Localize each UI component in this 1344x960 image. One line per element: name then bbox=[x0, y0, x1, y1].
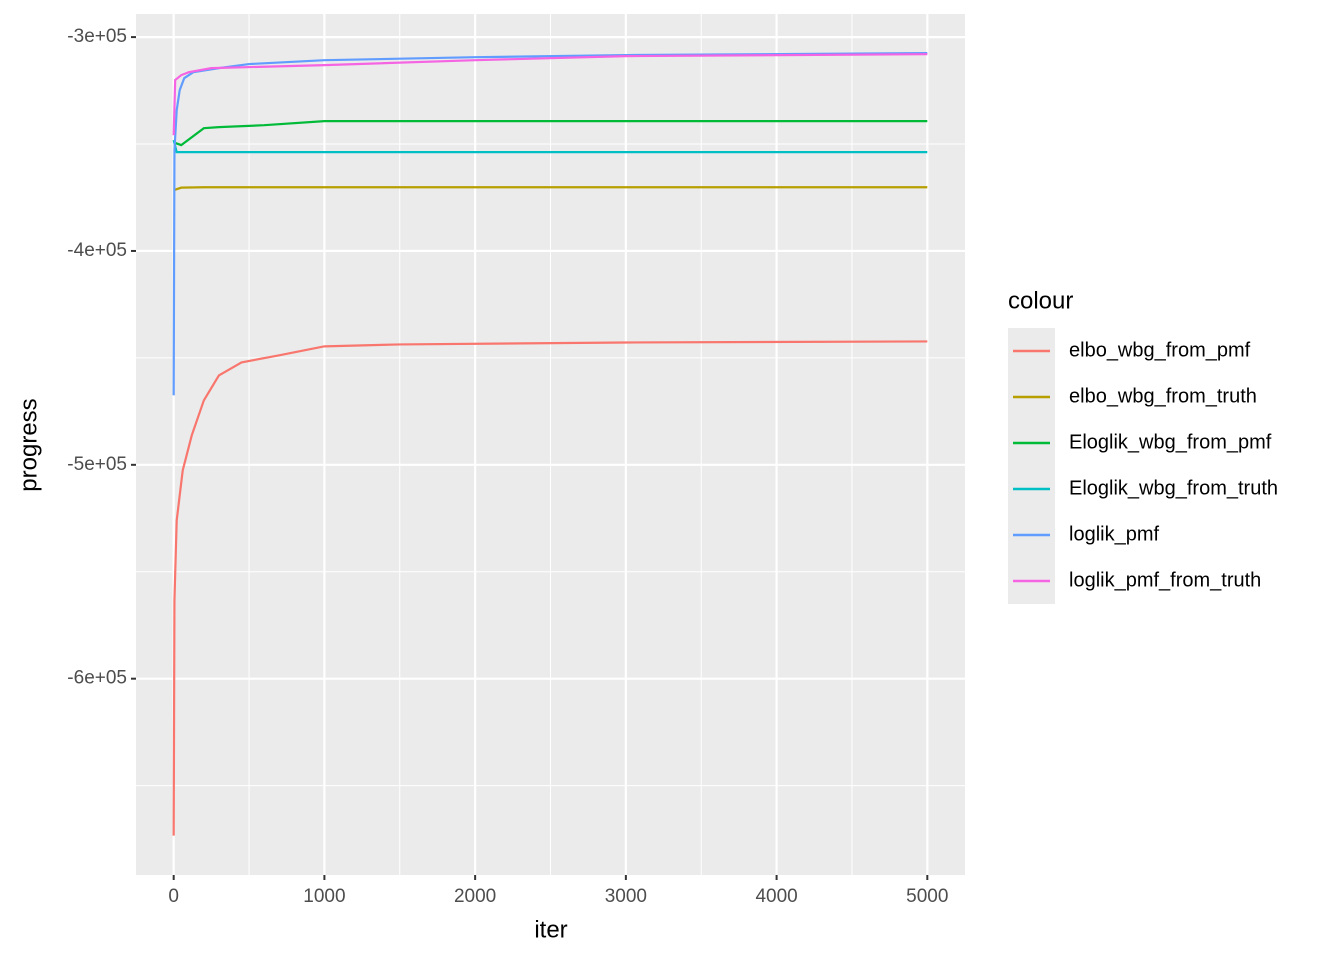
x-tick-label: 5000 bbox=[906, 886, 948, 907]
x-tick-label: 1000 bbox=[303, 886, 345, 907]
x-tick-label: 4000 bbox=[755, 886, 797, 907]
series-line bbox=[172, 53, 928, 136]
y-tick-label: -4e+05 bbox=[67, 240, 127, 261]
x-axis-title: iter bbox=[534, 916, 567, 943]
legend-label: Eloglik_wbg_from_pmf bbox=[1069, 431, 1272, 453]
legend-label: loglik_pmf_from_truth bbox=[1069, 569, 1261, 591]
series-line bbox=[172, 340, 928, 836]
y-tick-label: -5e+05 bbox=[67, 454, 127, 475]
series-line bbox=[172, 120, 928, 147]
x-tick-label: 0 bbox=[168, 886, 179, 907]
x-tick-label: 2000 bbox=[454, 886, 496, 907]
y-tick-label: -6e+05 bbox=[67, 668, 127, 689]
legend-label: Eloglik_wbg_from_truth bbox=[1069, 477, 1278, 499]
series-line bbox=[173, 186, 928, 192]
legend-keys bbox=[1008, 328, 1055, 604]
y-tick-label: -3e+05 bbox=[67, 26, 127, 47]
x-tick-label: 3000 bbox=[605, 886, 647, 907]
legend-label: elbo_wbg_from_truth bbox=[1069, 385, 1257, 407]
legend-label: elbo_wbg_from_pmf bbox=[1069, 339, 1251, 361]
legend-title: colour bbox=[1008, 287, 1073, 314]
legend-label: loglik_pmf bbox=[1069, 523, 1159, 545]
y-axis-title: progress bbox=[15, 398, 42, 491]
